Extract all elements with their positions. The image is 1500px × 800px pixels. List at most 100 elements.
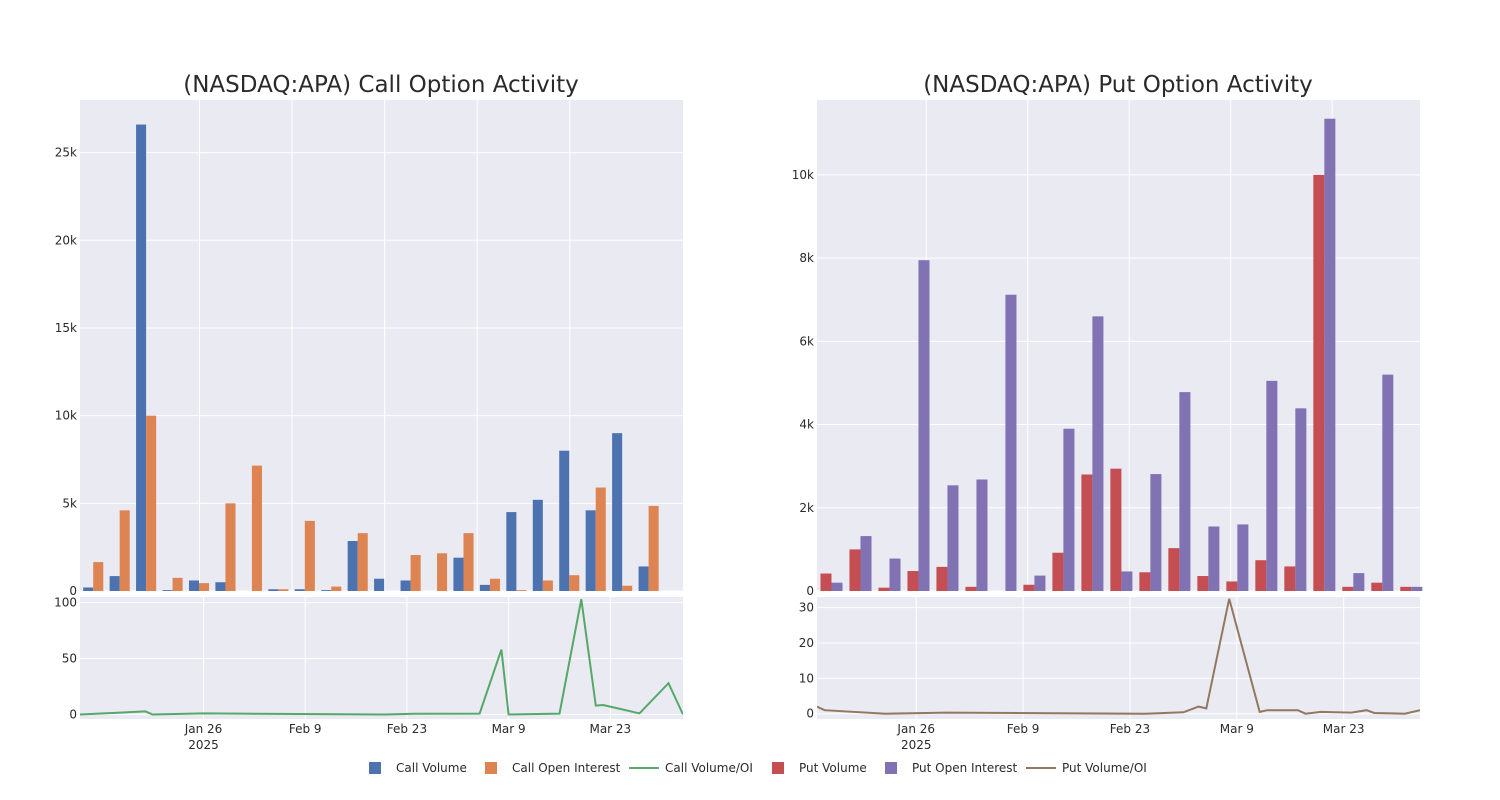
call-oi-bar <box>331 586 342 591</box>
put-oi-bar <box>918 260 930 591</box>
call-ytick-label: 10k <box>55 409 77 423</box>
put-oi-bar <box>1121 571 1133 591</box>
put-xtick-label: Mar 9 <box>1220 722 1254 736</box>
call-volume-bar <box>612 433 623 591</box>
put-ytick-label: 2k <box>799 501 814 515</box>
put-volume-bar <box>1139 572 1151 591</box>
legend-label: Put Volume/OI <box>1062 761 1147 775</box>
legend-label: Put Volume <box>799 761 867 775</box>
call-ytick-label: 5k <box>62 496 77 510</box>
put-oi-bar <box>1411 586 1423 591</box>
call-volume-bar <box>294 589 305 591</box>
call-oi-bar <box>648 505 659 591</box>
put-oi-bar <box>831 582 843 591</box>
put-xtick-label: Mar 23 <box>1323 722 1365 736</box>
call-xtick-label: Feb 9 <box>289 722 322 736</box>
call-ytick-label: 0 <box>69 584 77 598</box>
call-volume-bar <box>374 578 385 591</box>
put-volume-bar <box>1023 584 1035 591</box>
put-option-chart: (NASDAQ:APA) Put Option Activity 0 2k 4k 6k… <box>792 72 1423 752</box>
put-volume-bar <box>936 566 948 591</box>
put-chart-title: (NASDAQ:APA) Put Option Activity <box>923 72 1313 98</box>
call-oi-bar <box>119 510 130 591</box>
call-ratio-ytick-label: 0 <box>69 708 77 722</box>
call-volume-bar <box>532 499 543 591</box>
call-ratio-ytick-label: 100 <box>54 596 77 610</box>
call-ratio-plot-area <box>80 597 683 719</box>
put-oi-bar <box>1063 428 1075 591</box>
legend: Call Volume Call Open Interest Call Volume… <box>369 761 1147 775</box>
put-ytick-label: 8k <box>799 251 814 265</box>
put-oi-bar <box>1034 575 1046 591</box>
call-oi-bar <box>569 575 580 591</box>
call-oi-bar <box>437 553 448 591</box>
call-oi-bar <box>93 562 104 591</box>
call-oi-bar <box>278 589 289 591</box>
legend-swatch <box>772 762 784 774</box>
call-volume-bar <box>585 510 596 591</box>
call-oi-bar <box>199 583 210 591</box>
legend-swatch <box>369 762 381 774</box>
put-ratio-ytick-label: 20 <box>799 636 814 650</box>
call-xtick-label: Mar 9 <box>492 722 526 736</box>
put-oi-bar <box>1353 573 1365 591</box>
put-volume-bar <box>965 586 977 591</box>
put-oi-bar <box>860 536 872 591</box>
put-oi-bar <box>1382 374 1394 591</box>
put-volume-bar <box>1284 566 1296 591</box>
put-ratio-ytick-label: 30 <box>799 601 814 615</box>
put-ratio-plot-area <box>817 597 1420 719</box>
put-ytick-label: 6k <box>799 334 814 348</box>
call-ytick-label: 15k <box>55 321 77 335</box>
put-ytick-label: 4k <box>799 418 814 432</box>
put-oi-bar <box>1208 526 1220 591</box>
call-oi-bar <box>304 520 315 591</box>
call-volume-bar <box>109 576 120 591</box>
legend-label: Call Volume <box>396 761 467 775</box>
put-volume-bar <box>1081 474 1093 591</box>
put-oi-bar <box>889 558 901 591</box>
put-xtick-label: Jan 26 <box>896 722 935 736</box>
call-volume-bar <box>188 580 200 591</box>
put-volume-bar <box>1313 174 1325 591</box>
put-volume-bar <box>1110 468 1122 591</box>
call-volume-bar <box>83 587 94 591</box>
legend-label: Put Open Interest <box>912 761 1018 775</box>
call-ratio-ytick-label: 50 <box>62 652 77 666</box>
call-oi-bar <box>146 415 157 591</box>
call-oi-bar <box>516 590 527 591</box>
put-oi-bar <box>947 485 959 591</box>
call-volume-bar <box>347 541 358 591</box>
call-xtick-year-label: 2025 <box>188 738 219 752</box>
put-xtick-label: Feb 23 <box>1110 722 1150 736</box>
legend-label: Call Volume/OI <box>665 761 753 775</box>
put-volume-bar <box>907 571 919 591</box>
call-oi-bar <box>410 555 421 591</box>
call-oi-bar <box>357 533 368 591</box>
call-oi-bar <box>542 580 553 591</box>
call-volume-bar <box>215 582 226 591</box>
put-oi-bar <box>1005 294 1017 591</box>
put-ratio-ytick-label: 0 <box>806 707 814 721</box>
put-ytick-label: 10k <box>792 168 814 182</box>
call-oi-bar <box>595 487 606 591</box>
put-volume-bar <box>1168 548 1180 591</box>
put-volume-bar <box>820 573 832 591</box>
call-xtick-label: Jan 26 <box>184 722 223 736</box>
call-chart-title: (NASDAQ:APA) Call Option Activity <box>183 72 578 98</box>
call-oi-bar <box>463 533 474 591</box>
put-volume-bar <box>1255 560 1267 591</box>
call-oi-bar <box>489 578 500 591</box>
put-volume-bar <box>1197 576 1209 591</box>
put-oi-bar <box>1179 392 1191 591</box>
call-oi-bar <box>225 503 236 591</box>
call-oi-bar <box>622 585 633 591</box>
put-volume-bar <box>1400 586 1412 591</box>
call-xtick-label: Mar 23 <box>589 722 631 736</box>
call-xtick-label: Feb 23 <box>387 722 427 736</box>
put-volume-bar <box>878 587 890 591</box>
put-oi-bar <box>1324 118 1336 591</box>
put-xtick-year-label: 2025 <box>901 738 932 752</box>
call-volume-bar <box>453 557 464 591</box>
call-volume-bar <box>162 590 173 591</box>
